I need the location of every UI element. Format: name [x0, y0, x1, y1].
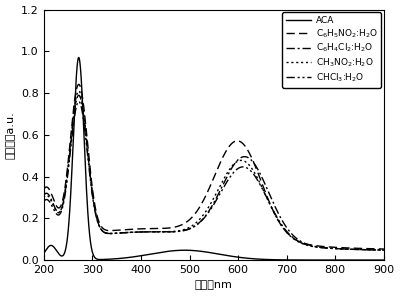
CH$_3$NO$_2$:H$_2$O	[187, 226, 192, 229]
C$_6$H$_5$NO$_2$:H$_2$O	[100, 226, 105, 230]
CHCl$_3$:H$_2$O	[338, 247, 343, 251]
Line: C$_6$H$_4$Cl$_2$:H$_2$O: C$_6$H$_4$Cl$_2$:H$_2$O	[44, 95, 384, 250]
C$_6$H$_5$NO$_2$:H$_2$O	[338, 246, 343, 250]
Line: CHCl$_3$:H$_2$O: CHCl$_3$:H$_2$O	[44, 102, 384, 250]
ACA	[187, 249, 192, 252]
CH$_3$NO$_2$:H$_2$O	[172, 230, 177, 233]
C$_6$H$_4$Cl$_2$:H$_2$O	[172, 230, 177, 234]
Line: C$_6$H$_5$NO$_2$:H$_2$O: C$_6$H$_5$NO$_2$:H$_2$O	[44, 84, 384, 249]
ACA	[100, 258, 105, 261]
CHCl$_3$:H$_2$O	[100, 230, 105, 233]
C$_6$H$_4$Cl$_2$:H$_2$O	[41, 194, 46, 197]
C$_6$H$_5$NO$_2$:H$_2$O	[375, 247, 380, 251]
CH$_3$NO$_2$:H$_2$O	[80, 103, 85, 106]
ACA	[375, 258, 380, 262]
C$_6$H$_4$Cl$_2$:H$_2$O	[338, 247, 343, 251]
C$_6$H$_5$NO$_2$:H$_2$O	[187, 218, 192, 222]
ACA	[338, 258, 343, 262]
CH$_3$NO$_2$:H$_2$O	[76, 89, 81, 93]
CH$_3$NO$_2$:H$_2$O	[382, 248, 386, 252]
C$_6$H$_4$Cl$_2$:H$_2$O	[100, 229, 105, 233]
C$_6$H$_5$NO$_2$:H$_2$O	[76, 83, 81, 86]
Y-axis label: 吸光度：a.u.: 吸光度：a.u.	[6, 111, 16, 159]
CH$_3$NO$_2$:H$_2$O	[338, 247, 343, 251]
C$_6$H$_4$Cl$_2$:H$_2$O	[375, 248, 380, 252]
C$_6$H$_4$Cl$_2$:H$_2$O	[382, 248, 386, 252]
C$_6$H$_4$Cl$_2$:H$_2$O	[80, 107, 85, 110]
C$_6$H$_4$Cl$_2$:H$_2$O	[76, 94, 81, 97]
CHCl$_3$:H$_2$O	[80, 112, 85, 116]
ACA	[80, 103, 85, 107]
CH$_3$NO$_2$:H$_2$O	[100, 229, 105, 233]
ACA	[41, 252, 46, 255]
CHCl$_3$:H$_2$O	[172, 230, 177, 234]
C$_6$H$_5$NO$_2$:H$_2$O	[382, 247, 386, 251]
X-axis label: 波长：nm: 波长：nm	[195, 280, 233, 290]
C$_6$H$_4$Cl$_2$:H$_2$O	[187, 227, 192, 231]
CH$_3$NO$_2$:H$_2$O	[41, 196, 46, 199]
CHCl$_3$:H$_2$O	[76, 100, 81, 103]
C$_6$H$_5$NO$_2$:H$_2$O	[80, 96, 85, 100]
CHCl$_3$:H$_2$O	[187, 227, 192, 231]
Legend: ACA, C$_6$H$_5$NO$_2$:H$_2$O, C$_6$H$_4$Cl$_2$:H$_2$O, CH$_3$NO$_2$:H$_2$O, CHCl: ACA, C$_6$H$_5$NO$_2$:H$_2$O, C$_6$H$_4$…	[282, 12, 381, 88]
CHCl$_3$:H$_2$O	[382, 248, 386, 252]
C$_6$H$_5$NO$_2$:H$_2$O	[41, 188, 46, 191]
CH$_3$NO$_2$:H$_2$O	[375, 248, 380, 252]
CHCl$_3$:H$_2$O	[375, 248, 380, 252]
Line: ACA: ACA	[44, 57, 384, 260]
Line: CH$_3$NO$_2$:H$_2$O: CH$_3$NO$_2$:H$_2$O	[44, 91, 384, 250]
CHCl$_3$:H$_2$O	[41, 200, 46, 203]
ACA	[382, 258, 386, 262]
ACA	[76, 56, 81, 59]
C$_6$H$_5$NO$_2$:H$_2$O	[172, 226, 177, 229]
ACA	[172, 249, 177, 252]
